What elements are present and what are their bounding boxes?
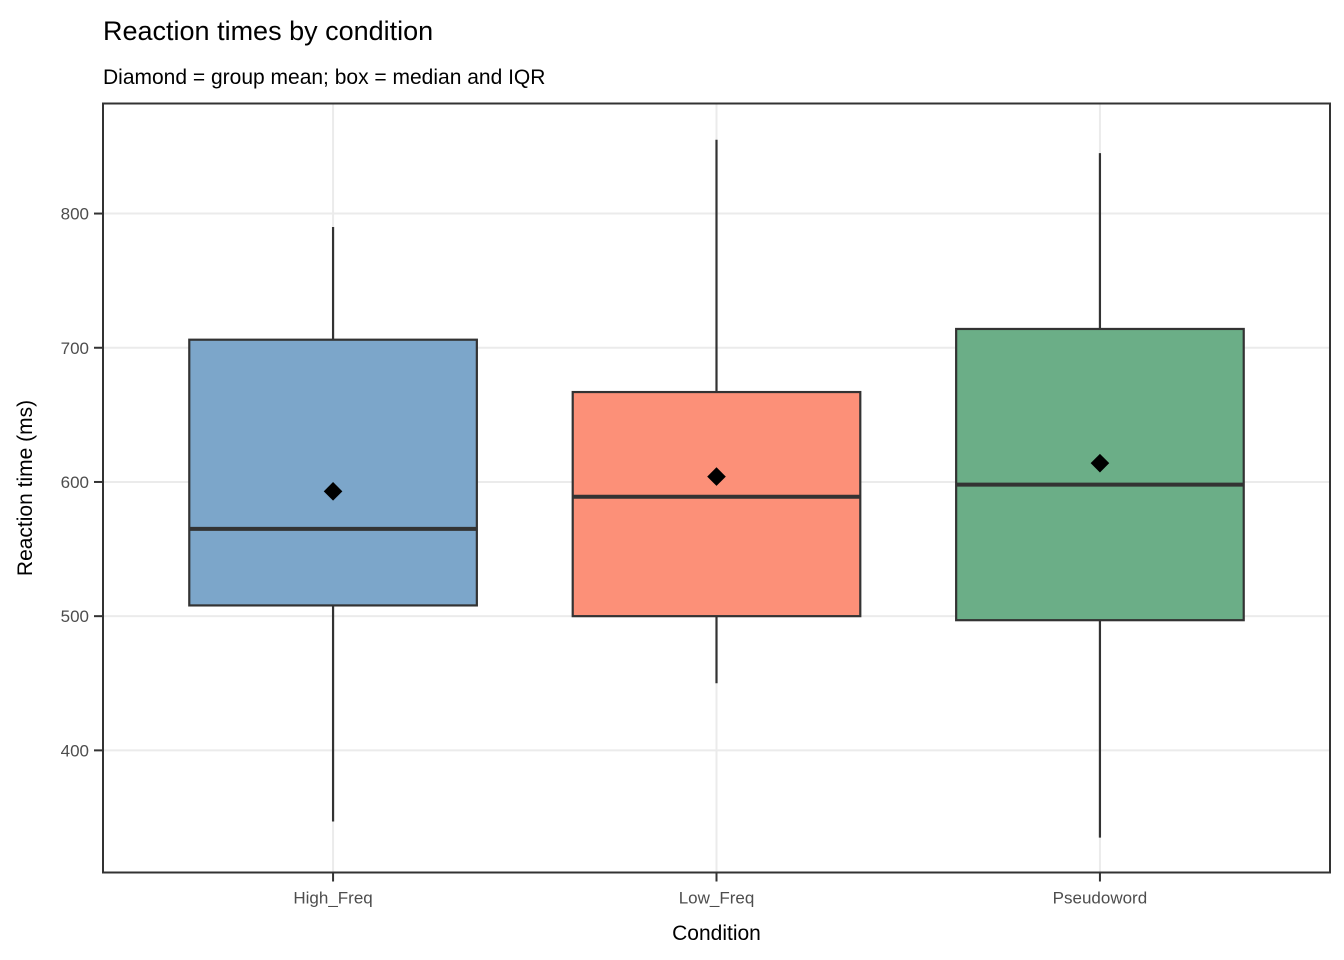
mean-diamond-Low_Freq bbox=[707, 467, 726, 486]
y-tick-label-400: 400 bbox=[61, 741, 89, 760]
x-axis-title: Condition bbox=[672, 922, 761, 945]
mean-diamond-Pseudoword bbox=[1090, 453, 1110, 473]
box-Low_Freq bbox=[571, 390, 862, 618]
axis-ticks-layer: 400 500 600 700 800 High_Freq Low_Freq Pseudowo… bbox=[61, 205, 1148, 908]
y-axis-title: Reaction time (ms) bbox=[14, 400, 37, 576]
y-tick-label-800: 800 bbox=[61, 205, 89, 224]
boxes-layer bbox=[188, 139, 1245, 838]
x-tick-label-Pseudoword: Pseudoword bbox=[1053, 889, 1148, 908]
box-High_Freq bbox=[188, 338, 478, 607]
y-tick-label-700: 700 bbox=[61, 339, 89, 358]
x-tick-label-Low_Freq: Low_Freq bbox=[679, 889, 755, 908]
y-tick-label-500: 500 bbox=[61, 607, 89, 626]
box-Pseudoword bbox=[955, 327, 1245, 622]
chart-title: Reaction times by condition bbox=[103, 16, 433, 46]
x-tick-label-High_Freq: High_Freq bbox=[293, 889, 372, 908]
y-tick-label-600: 600 bbox=[61, 473, 89, 492]
mean-diamond-High_Freq bbox=[323, 482, 343, 501]
chart-subtitle: Diamond = group mean; box = median and I… bbox=[103, 66, 545, 89]
